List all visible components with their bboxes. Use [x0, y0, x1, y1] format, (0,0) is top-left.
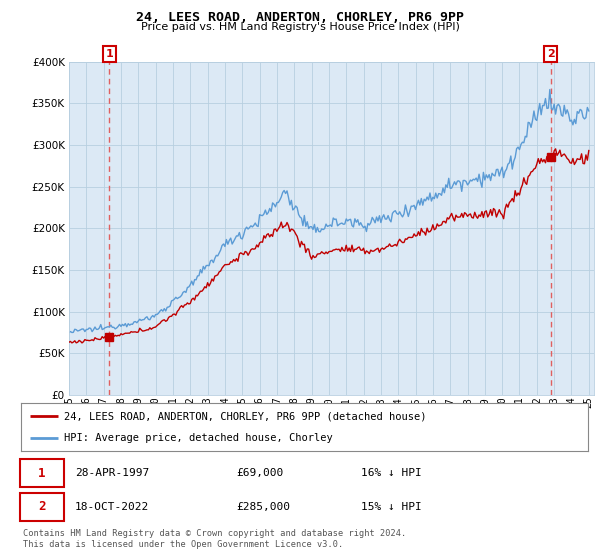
Text: Price paid vs. HM Land Registry's House Price Index (HPI): Price paid vs. HM Land Registry's House … — [140, 22, 460, 32]
Text: 2: 2 — [38, 500, 46, 514]
Text: 2: 2 — [547, 49, 554, 59]
Text: 18-OCT-2022: 18-OCT-2022 — [75, 502, 149, 512]
Text: 24, LEES ROAD, ANDERTON, CHORLEY, PR6 9PP: 24, LEES ROAD, ANDERTON, CHORLEY, PR6 9P… — [136, 11, 464, 24]
Text: 16% ↓ HPI: 16% ↓ HPI — [361, 468, 422, 478]
FancyBboxPatch shape — [20, 459, 64, 487]
Text: 28-APR-1997: 28-APR-1997 — [75, 468, 149, 478]
Text: 15% ↓ HPI: 15% ↓ HPI — [361, 502, 422, 512]
Text: 24, LEES ROAD, ANDERTON, CHORLEY, PR6 9PP (detached house): 24, LEES ROAD, ANDERTON, CHORLEY, PR6 9P… — [64, 411, 426, 421]
FancyBboxPatch shape — [20, 493, 64, 521]
Text: 1: 1 — [38, 466, 46, 480]
Text: £69,000: £69,000 — [236, 468, 284, 478]
Text: £285,000: £285,000 — [236, 502, 290, 512]
Text: Contains HM Land Registry data © Crown copyright and database right 2024.
This d: Contains HM Land Registry data © Crown c… — [23, 529, 406, 549]
Text: HPI: Average price, detached house, Chorley: HPI: Average price, detached house, Chor… — [64, 433, 332, 443]
Text: 1: 1 — [106, 49, 113, 59]
